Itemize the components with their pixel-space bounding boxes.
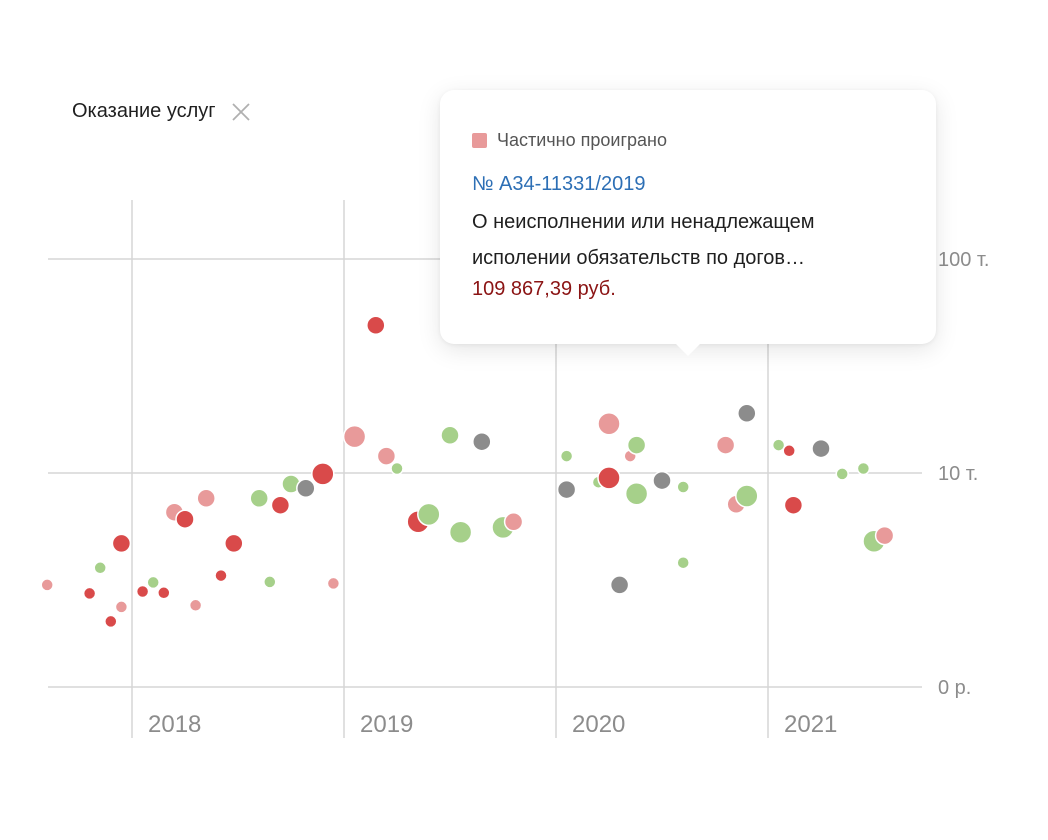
data-point [390, 461, 404, 476]
data-point [737, 403, 757, 424]
data-point [40, 578, 54, 592]
data-point [342, 424, 367, 449]
data-point [82, 586, 97, 601]
y-tick-label: 0 р. [938, 677, 971, 699]
data-point [835, 467, 849, 481]
filter-label: Оказание услуг [72, 100, 216, 122]
y-tick-label: 10 т. [938, 463, 978, 485]
x-tick-label: 2018 [148, 711, 201, 738]
close-icon[interactable] [230, 101, 252, 123]
data-point [597, 466, 621, 490]
data-point [856, 461, 871, 476]
data-point [224, 533, 244, 554]
data-point [735, 484, 759, 508]
data-point [556, 479, 577, 500]
data-point [771, 438, 786, 452]
filter-chip: Оказание услуг [72, 100, 252, 123]
case-amount: 109 867,39 руб. [472, 278, 616, 300]
status-swatch [472, 133, 487, 148]
data-point [559, 449, 574, 463]
data-point [111, 533, 132, 554]
data-point [214, 568, 228, 583]
tooltip-status: Частично проиграно [472, 130, 904, 151]
data-point [652, 470, 672, 491]
x-tick-label: 2021 [784, 711, 837, 738]
case-description: О неисполнении или ненадлежащем исполени… [472, 204, 904, 276]
data-point [188, 598, 203, 613]
data-point [417, 502, 441, 527]
data-point [676, 555, 690, 570]
data-point [811, 438, 831, 459]
data-point [624, 481, 649, 506]
data-point [114, 600, 129, 614]
data-point [263, 575, 277, 589]
y-tick-label: 100 т. [938, 249, 989, 271]
description-line-2: исполении обязательств по догов… [472, 247, 805, 269]
data-point [715, 435, 736, 455]
data-point [366, 315, 386, 336]
data-point [503, 512, 524, 532]
data-point [311, 462, 335, 486]
data-point [448, 520, 473, 544]
point-tooltip: Частично проиграно № А34-11331/2019 О не… [440, 90, 936, 356]
x-tick-label: 2019 [360, 711, 413, 738]
data-point [472, 431, 492, 452]
data-point [597, 411, 621, 436]
case-number-link[interactable]: № А34-11331/2019 [472, 173, 646, 195]
data-point [175, 509, 195, 529]
data-point [326, 576, 341, 591]
description-line-1: О неисполнении или ненадлежащем [472, 211, 815, 233]
data-point [782, 444, 796, 458]
data-point [874, 525, 895, 546]
data-point [626, 435, 647, 455]
status-label: Частично проиграно [497, 130, 667, 150]
data-point [249, 488, 269, 509]
data-point [157, 586, 171, 600]
data-point [104, 614, 118, 629]
data-point [196, 488, 216, 509]
data-point [146, 575, 160, 590]
data-point [440, 425, 460, 446]
data-point [676, 480, 690, 494]
x-tick-label: 2020 [572, 711, 625, 738]
data-point [93, 561, 107, 575]
data-point [135, 584, 150, 599]
data-point [296, 478, 316, 499]
data-point [270, 495, 291, 515]
data-point [783, 495, 804, 515]
data-point [609, 575, 630, 595]
data-point [376, 446, 397, 466]
